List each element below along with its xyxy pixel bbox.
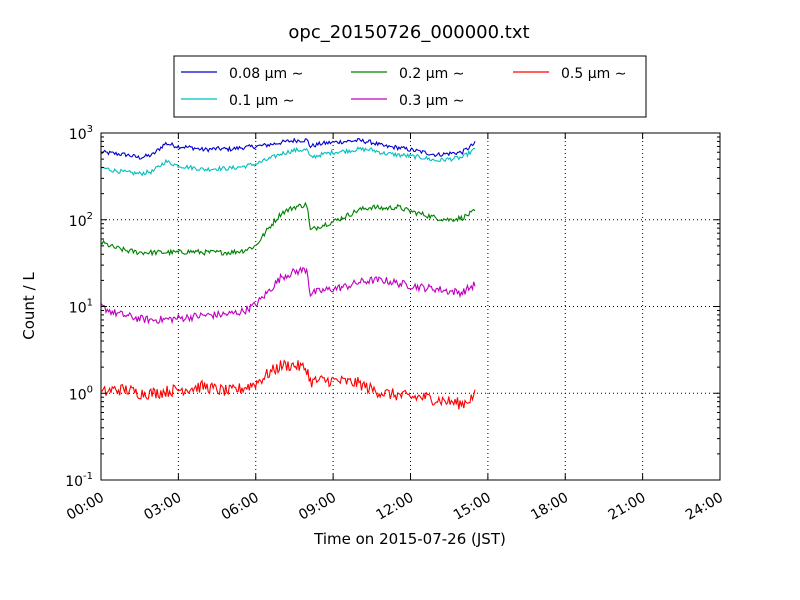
series-line-4 xyxy=(100,359,476,410)
legend-label-4: 0.5 μm ∼ xyxy=(561,66,626,82)
y-axis-label: Count / L xyxy=(20,272,38,340)
legend-label-2: 0.2 μm ∼ xyxy=(399,66,464,82)
legend-label-3: 0.3 μm ∼ xyxy=(399,93,464,109)
series-line-2 xyxy=(100,201,476,257)
series-line-3 xyxy=(100,266,476,325)
legend-box xyxy=(173,55,647,118)
series-layer xyxy=(100,137,476,410)
legend-label-1: 0.1 μm ∼ xyxy=(229,93,294,109)
legend: 0.08 μm ∼ 0.1 μm ∼ 0.2 μm ∼ 0.3 μm ∼ 0.5 μm … xyxy=(173,55,647,118)
y-tick-label: 102 xyxy=(69,211,93,230)
series-line-0 xyxy=(100,137,476,160)
y-tick-label: 103 xyxy=(69,124,93,143)
ticks xyxy=(100,132,721,481)
legend-label-0: 0.08 μm ∼ xyxy=(229,66,303,82)
y-tick-label: 100 xyxy=(69,384,93,403)
y-tick-label: 101 xyxy=(69,298,93,317)
series-line-1 xyxy=(100,146,476,177)
y-tick-label: 10-1 xyxy=(65,471,93,490)
x-axis-label: Time on 2015-07-26 (JST) xyxy=(313,530,506,548)
chart-title: opc_20150726_000000.txt xyxy=(288,22,529,43)
plot-area xyxy=(101,133,720,480)
y-tick-labels: 10-1 100 101 102 103 xyxy=(65,124,93,490)
